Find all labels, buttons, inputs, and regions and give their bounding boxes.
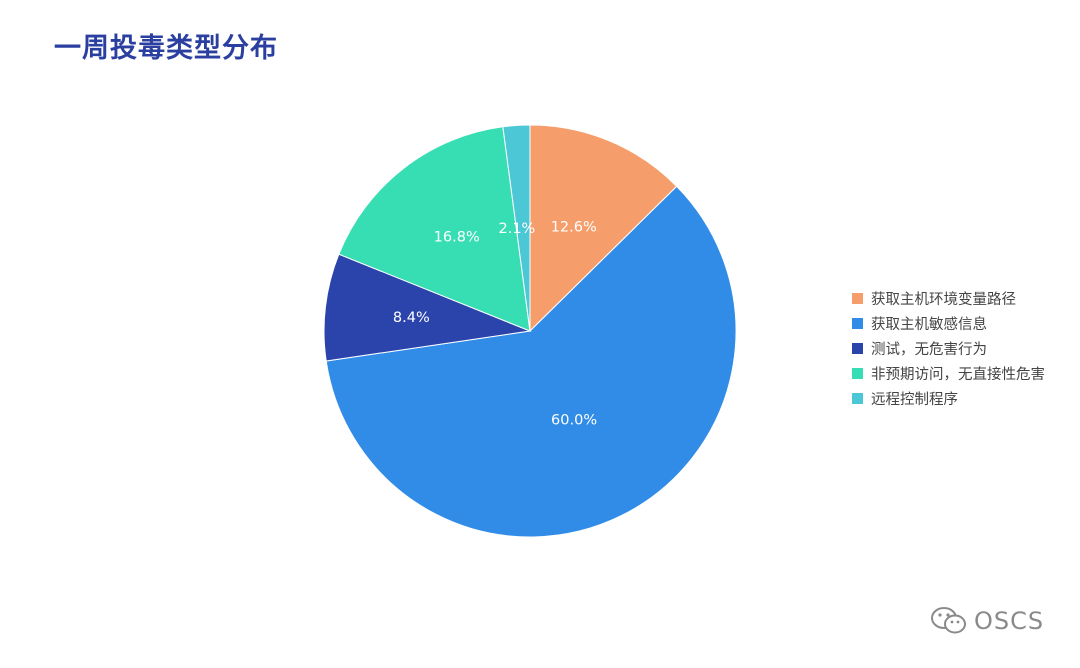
slice-label-3: 8.4% [393, 310, 430, 326]
chart-title: 一周投毒类型分布 [54, 33, 278, 64]
watermark: OSCS [930, 606, 1044, 636]
legend-label: 获取主机环境变量路径 [871, 292, 1016, 308]
pie-slice-2 [325, 185, 737, 538]
legend-label: 非预期访问，无直接性危害 [871, 367, 1045, 383]
legend-swatch [852, 393, 863, 404]
legend-item-5: 远程控制程序 [852, 386, 1045, 411]
wechat-icon [931, 607, 966, 634]
slice-label-2: 60.0% [551, 413, 597, 429]
legend-label: 获取主机敏感信息 [871, 317, 987, 333]
legend-item-2: 获取主机敏感信息 [852, 311, 1045, 336]
legend-swatch [852, 318, 863, 329]
legend-swatch [852, 343, 863, 354]
pie-slice-3 [323, 253, 532, 362]
legend-swatch [852, 293, 863, 304]
pie-slice-5 [502, 124, 531, 332]
legend-label: 测试，无危害行为 [871, 342, 987, 358]
pie-slice-1 [529, 124, 678, 333]
watermark-text: OSCS [974, 607, 1045, 635]
chart-legend: 获取主机环境变量路径 获取主机敏感信息 测试，无危害行为非预期访问，无直接性危害 远程… [852, 286, 1045, 411]
pie-slice-4 [338, 126, 531, 332]
legend-item-1: 获取主机环境变量路径 [852, 286, 1045, 311]
slice-label-1: 12.6% [551, 219, 597, 235]
legend-swatch [852, 368, 863, 379]
legend-item-4: 非预期访问，无直接性危害 [852, 361, 1045, 386]
legend-item-3: 测试，无危害行为 [852, 336, 1045, 361]
legend-label: 远程控制程序 [871, 392, 958, 408]
slice-label-4: 16.8% [434, 230, 480, 246]
slice-label-5: 2.1% [499, 221, 536, 237]
